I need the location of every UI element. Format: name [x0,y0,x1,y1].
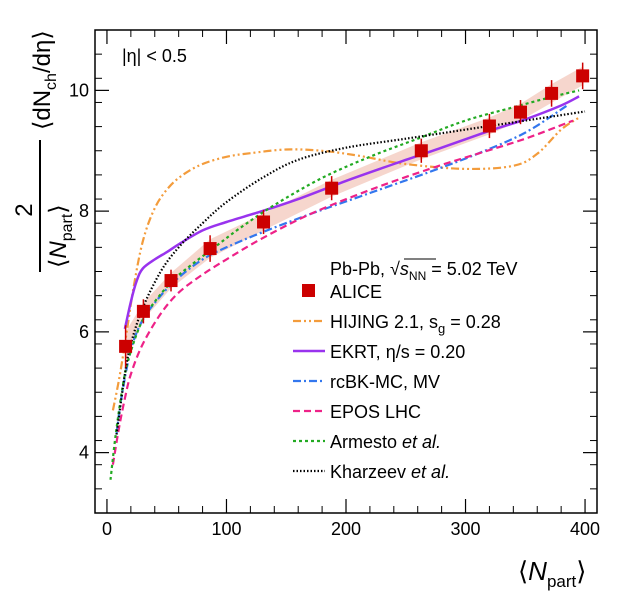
alice-point [514,105,528,119]
y-axis-title-den-sub: part [59,213,76,241]
legend-label: ALICE [330,282,382,302]
x-tick-label: 200 [331,519,361,539]
y-axis-title-den-open: ⟨ [45,259,72,268]
x-tick-label: 400 [570,519,600,539]
legend-entry: EPOS LHC [293,402,421,422]
x-axis-title-open: ⟨ [518,556,528,586]
alice-point [203,242,217,256]
y-axis-title: 2 ⟨Npart⟩ ⟨dNch/dη⟩ [11,30,76,272]
alice-systematic-band [125,66,583,362]
legend-header-s: s [400,259,409,279]
alice-point [257,215,271,229]
legend: Pb-Pb, √sNN = 5.02 TeV ALICE HIJING 2.1, … [293,258,518,482]
legend-entry: Kharzeev et al. [293,462,450,482]
legend-label: rcBK-MC, MV [330,372,440,392]
legend-label-italic: et al. [411,462,450,482]
legend-entry: HIJING 2.1, sg = 0.28 [293,312,501,336]
legend-label: EKRT, η/s = 0.20 [330,342,465,362]
y-tick-label: 8 [79,201,89,221]
legend-entry: Armesto et al. [293,432,441,452]
alice-point [325,181,339,195]
y-axis-title-den-close: ⟩ [45,204,72,213]
alice-data-points [119,62,590,368]
legend-entry: ALICE [302,282,382,302]
alice-point [545,86,559,100]
legend-header-suffix: = 5.02 TeV [426,259,517,279]
alice-point [482,119,496,133]
curve-rcbk-mc-mv [115,104,568,435]
alice-point [576,69,590,83]
alice-point [414,144,428,158]
curve-epos-lhc [111,119,574,465]
y-tick-label: 10 [69,80,89,100]
legend-header: Pb-Pb, √sNN = 5.02 TeV [330,259,518,283]
legend-entry: EKRT, η/s = 0.20 [293,342,465,362]
alice-band [125,66,583,362]
legend-header-nn: NN [409,269,426,283]
curve-armesto-et-al [109,89,580,480]
y-axis-title-rest: ⟨dNch/dη⟩ [29,30,60,130]
legend-header-prefix: Pb-Pb, [330,259,390,279]
y-axis-title-rest-open: ⟨dN [29,90,56,130]
legend-label-main: Kharzeev [330,462,411,482]
y-tick-label: 4 [79,443,89,463]
y-axis-title-den-main: N [45,241,72,259]
legend-entry: rcBK-MC, MV [293,372,440,392]
legend-label: EPOS LHC [330,402,421,422]
legend-label-suffix: = 0.28 [445,312,501,332]
axis-ticks [95,29,597,514]
eta-cut-annotation: |η| < 0.5 [122,46,187,66]
legend-symbol-square [302,284,315,297]
y-axis-title-rest-sub: ch [43,73,60,90]
legend-label: Armesto et al. [330,432,441,452]
legend-label-main: HIJING 2.1, s [330,312,438,332]
alice-point [136,304,150,318]
y-axis-title-numerator: 2 [11,203,38,216]
legend-label: Kharzeev et al. [330,462,450,482]
axis-labels: 0 100 200 300 400 4 6 8 10 [69,80,600,539]
y-axis-title-rest-close: /dη⟩ [29,30,56,73]
legend-label-sub: g [438,321,445,336]
legend-label-italic: et al. [402,432,441,452]
alice-point [164,274,178,288]
x-tick-label: 300 [451,519,481,539]
x-axis-title-main: N [528,556,547,586]
y-tick-label: 6 [79,322,89,342]
x-tick-label: 0 [102,519,112,539]
legend-label: HIJING 2.1, sg = 0.28 [330,312,501,336]
alice-point [119,339,133,353]
x-tick-label: 100 [211,519,241,539]
x-axis-title: ⟨Npart⟩ [518,556,586,591]
x-axis-title-sub: part [547,572,577,591]
sqrt-sign: √ [390,259,400,279]
y-axis-title-denominator: ⟨Npart⟩ [45,204,76,268]
x-axis-title-close: ⟩ [576,556,586,586]
curve-kharzeev-et-al [115,110,586,435]
legend-label-main: Armesto [330,432,402,452]
